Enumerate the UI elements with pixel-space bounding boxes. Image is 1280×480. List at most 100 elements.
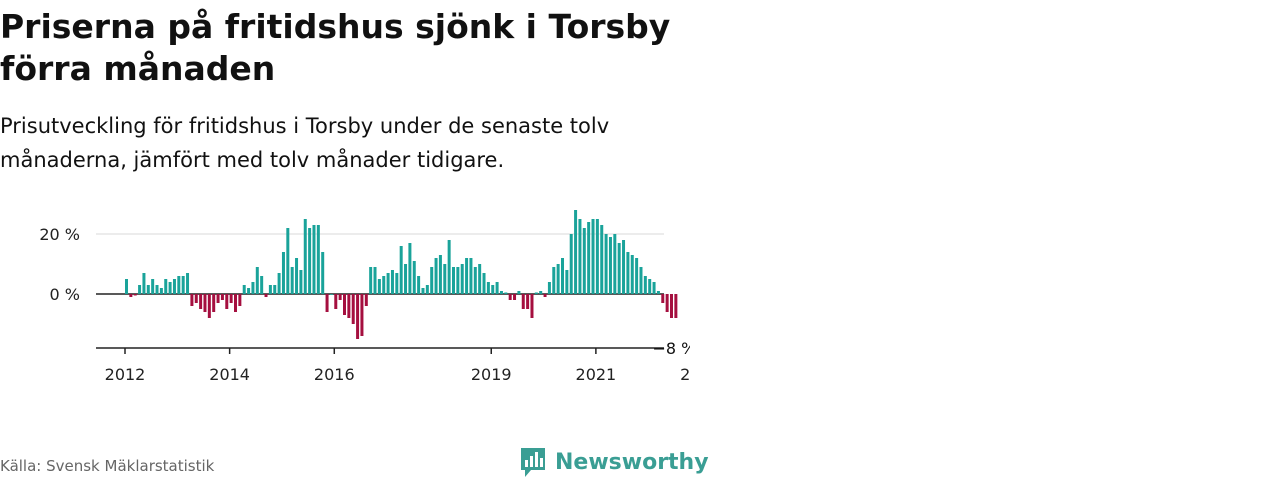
bar <box>125 279 128 294</box>
bar <box>203 294 207 312</box>
bar <box>142 273 146 294</box>
bar <box>268 285 272 294</box>
bar <box>177 276 181 294</box>
bar <box>238 294 242 306</box>
bar <box>569 234 573 294</box>
bar <box>561 258 564 294</box>
bar <box>574 210 578 294</box>
bar <box>334 294 338 309</box>
bar <box>321 252 325 294</box>
x-tick-label: 2014 <box>209 365 250 384</box>
bar <box>190 294 194 306</box>
bar <box>133 294 137 296</box>
x-tick-label: 2023 <box>680 365 690 384</box>
bar <box>338 294 342 300</box>
bar <box>343 294 346 315</box>
bar <box>164 279 168 294</box>
x-tick-label: 2021 <box>576 365 617 384</box>
source-note: Källa: Svensk Mäklarstatistik <box>0 457 215 475</box>
bar <box>281 252 285 294</box>
bar <box>395 273 399 294</box>
bars-layer <box>125 210 678 339</box>
bar <box>155 285 159 294</box>
bar <box>578 219 582 294</box>
axis-layer: 0 % 20 % 2012 2014 2016 2019 2021 2023 −8 % <box>39 225 690 384</box>
bar <box>508 294 512 300</box>
bar <box>303 219 307 294</box>
bar <box>386 273 390 294</box>
bar <box>277 273 281 294</box>
brand-logo: Newsworthy <box>519 446 709 478</box>
bar <box>408 243 412 294</box>
bar <box>622 240 626 294</box>
bar <box>220 294 224 300</box>
bar <box>643 276 647 294</box>
last-value-label: −8 % <box>652 339 690 358</box>
bar <box>513 294 517 300</box>
bar <box>308 228 312 294</box>
bar <box>534 292 538 294</box>
bar <box>390 270 394 294</box>
bar <box>199 294 203 309</box>
bar <box>364 294 368 306</box>
x-tick-label: 2012 <box>105 365 146 384</box>
bar <box>565 270 569 294</box>
bar <box>456 267 460 294</box>
bar <box>473 267 477 294</box>
bar <box>460 264 464 294</box>
bar <box>404 264 408 294</box>
bar <box>635 258 639 294</box>
bar <box>465 258 469 294</box>
bar <box>604 234 608 294</box>
bar <box>661 294 665 303</box>
page-title: Priserna på fritidshus sjönk i Torsby fö… <box>0 7 671 88</box>
bar <box>207 294 211 318</box>
bar <box>295 258 299 294</box>
bar <box>499 291 503 294</box>
bar <box>617 243 621 294</box>
bar <box>443 264 447 294</box>
bar <box>316 225 320 294</box>
x-tick-label: 2019 <box>471 365 512 384</box>
bar <box>539 291 543 294</box>
bar <box>251 282 255 294</box>
bar <box>360 294 364 336</box>
bar <box>491 285 495 294</box>
bar <box>447 240 451 294</box>
bar <box>652 282 656 294</box>
bar <box>168 282 172 294</box>
bar <box>242 285 246 294</box>
bar <box>299 270 303 294</box>
bar <box>347 294 351 318</box>
bar <box>129 294 133 297</box>
bar <box>373 267 377 294</box>
bar <box>369 267 373 294</box>
bar <box>674 294 678 318</box>
bar <box>434 258 438 294</box>
bar <box>194 294 198 303</box>
brand-name: Newsworthy <box>555 449 709 475</box>
bar <box>417 276 421 294</box>
bar <box>329 294 333 295</box>
bar <box>255 267 259 294</box>
bar <box>181 276 185 294</box>
bar <box>438 255 442 294</box>
bar <box>482 273 486 294</box>
bar <box>665 294 669 312</box>
bar <box>399 246 403 294</box>
bar <box>486 282 490 294</box>
bar <box>517 291 521 294</box>
bar <box>159 288 163 294</box>
bar <box>656 291 660 294</box>
bar <box>286 228 290 294</box>
bar <box>613 234 617 294</box>
bar <box>469 258 473 294</box>
bar <box>273 285 277 294</box>
y-tick-label: 0 % <box>50 285 80 304</box>
bar <box>412 261 416 294</box>
bar <box>552 267 556 294</box>
bar <box>138 285 142 294</box>
bar <box>504 292 508 294</box>
newsworthy-logo-icon <box>521 448 545 477</box>
bar <box>591 219 595 294</box>
